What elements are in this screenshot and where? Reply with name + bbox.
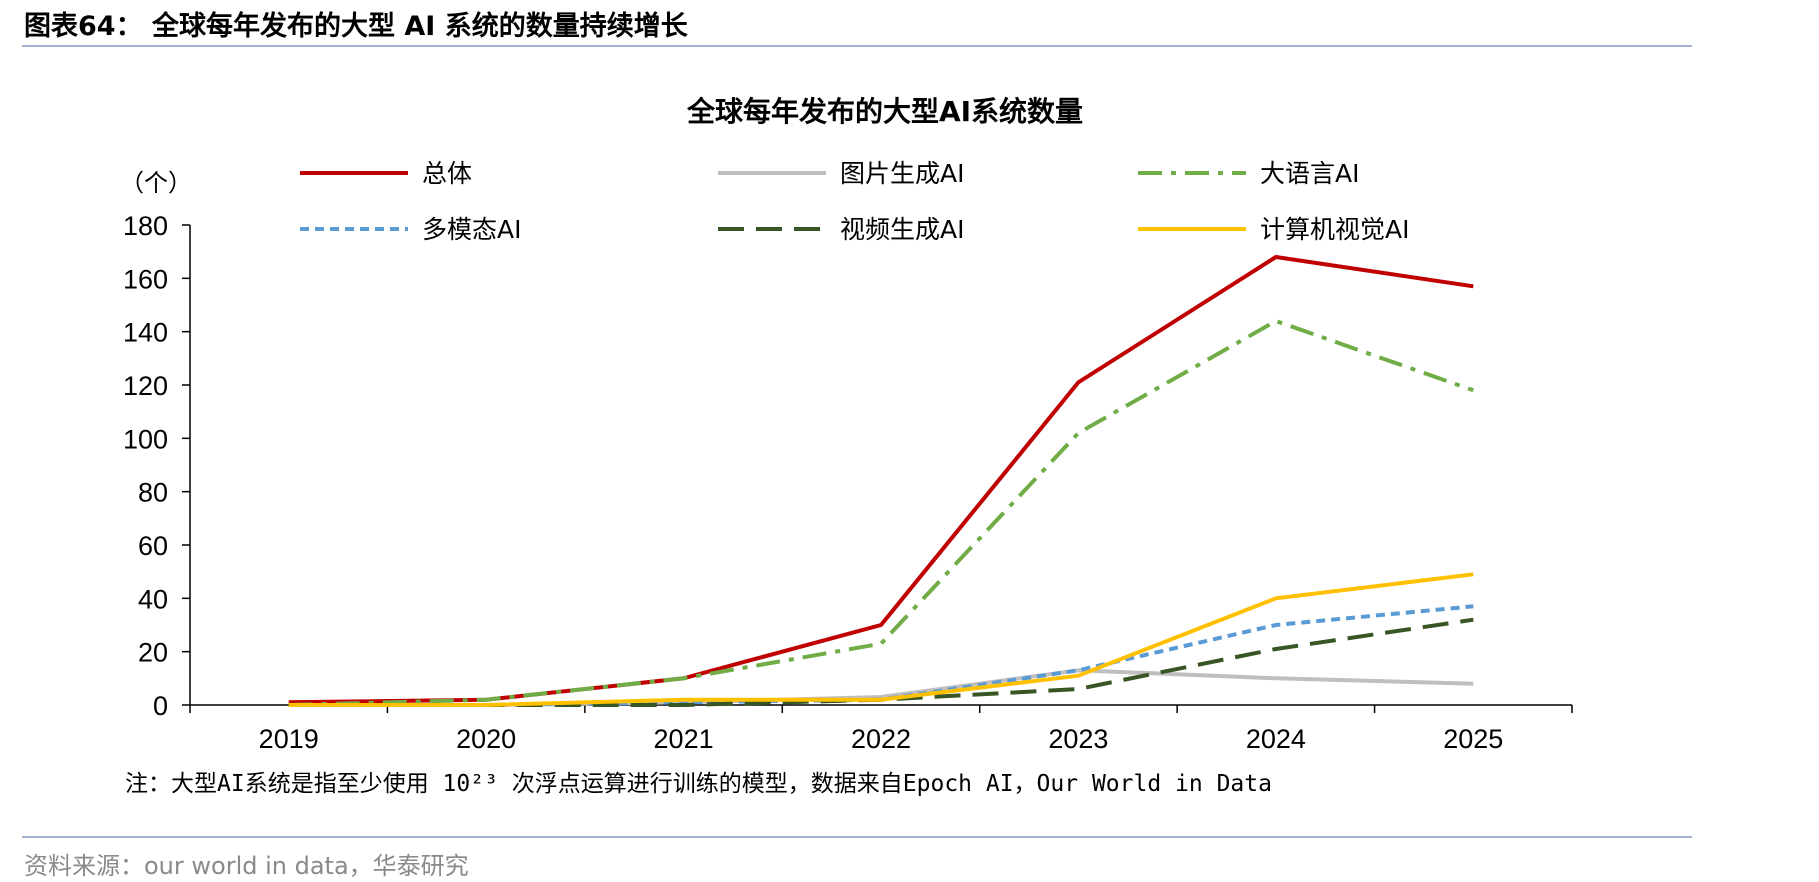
x-tick-label: 2021 — [654, 724, 714, 754]
series-line-4 — [288, 604, 1474, 707]
y-tick-label: 120 — [123, 371, 168, 401]
header-rule — [22, 45, 1692, 47]
axes — [189, 225, 1572, 706]
y-tick-label: 180 — [123, 211, 168, 241]
legend-label-6: 计算机视觉AI — [1260, 215, 1409, 244]
x-tick-label: 2022 — [851, 724, 911, 754]
series-lines — [288, 255, 1474, 707]
chart-title: 全球每年发布的大型AI系统数量 — [686, 95, 1083, 128]
x-tick-label: 2019 — [259, 724, 319, 754]
y-tick-label: 100 — [123, 424, 168, 454]
y-tick-label: 0 — [153, 691, 168, 721]
legend-label-2: 图片生成AI — [840, 159, 964, 188]
series-line-6 — [288, 572, 1474, 707]
figure-title: 全球每年发布的大型 AI 系统的数量持续增长 — [151, 11, 688, 42]
figure-label: 图表64： — [24, 11, 143, 42]
legend-label-5: 视频生成AI — [840, 215, 964, 244]
footer-rule — [22, 836, 1692, 838]
y-tick-label: 140 — [123, 318, 168, 348]
chart-note: 注：大型AI系统是指至少使用 10²³ 次浮点运算进行训练的模型，数据来自Epo… — [125, 771, 1272, 797]
y-axis-unit: （个） — [120, 169, 192, 197]
chart: 全球每年发布的大型AI系统数量 （个） 总体 图片生成AI 大语言AI 多模态AI 视频… — [120, 95, 1573, 797]
legend-label-1: 总体 — [422, 159, 472, 188]
legend-label-3: 大语言AI — [1260, 159, 1359, 188]
x-tick-label: 2025 — [1443, 724, 1503, 754]
figure-header: 图表64： 全球每年发布的大型 AI 系统的数量持续增长 — [24, 4, 688, 43]
series-line-5 — [288, 617, 1474, 707]
series-line-3 — [288, 319, 1474, 707]
y-tick-label: 60 — [138, 531, 168, 561]
series-line-1 — [288, 255, 1474, 705]
legend: 总体 图片生成AI 大语言AI 多模态AI 视频生成AI 计算机视觉AI — [300, 159, 1409, 244]
legend-label-4: 多模态AI — [422, 215, 521, 244]
y-tick-label: 20 — [138, 638, 168, 668]
y-ticks: 0 20 40 60 80 100 120 140 160 180 — [123, 211, 190, 721]
x-tick-label: 2024 — [1246, 724, 1306, 754]
y-tick-label: 80 — [138, 478, 168, 508]
x-ticks: 2019 2020 2021 2022 2023 2024 2025 — [189, 705, 1573, 754]
x-tick-label: 2023 — [1048, 724, 1108, 754]
y-tick-label: 160 — [123, 264, 168, 294]
y-tick-label: 40 — [138, 584, 168, 614]
x-tick-label: 2020 — [456, 724, 516, 754]
source-text: 资料来源：our world in data，华泰研究 — [24, 852, 469, 880]
